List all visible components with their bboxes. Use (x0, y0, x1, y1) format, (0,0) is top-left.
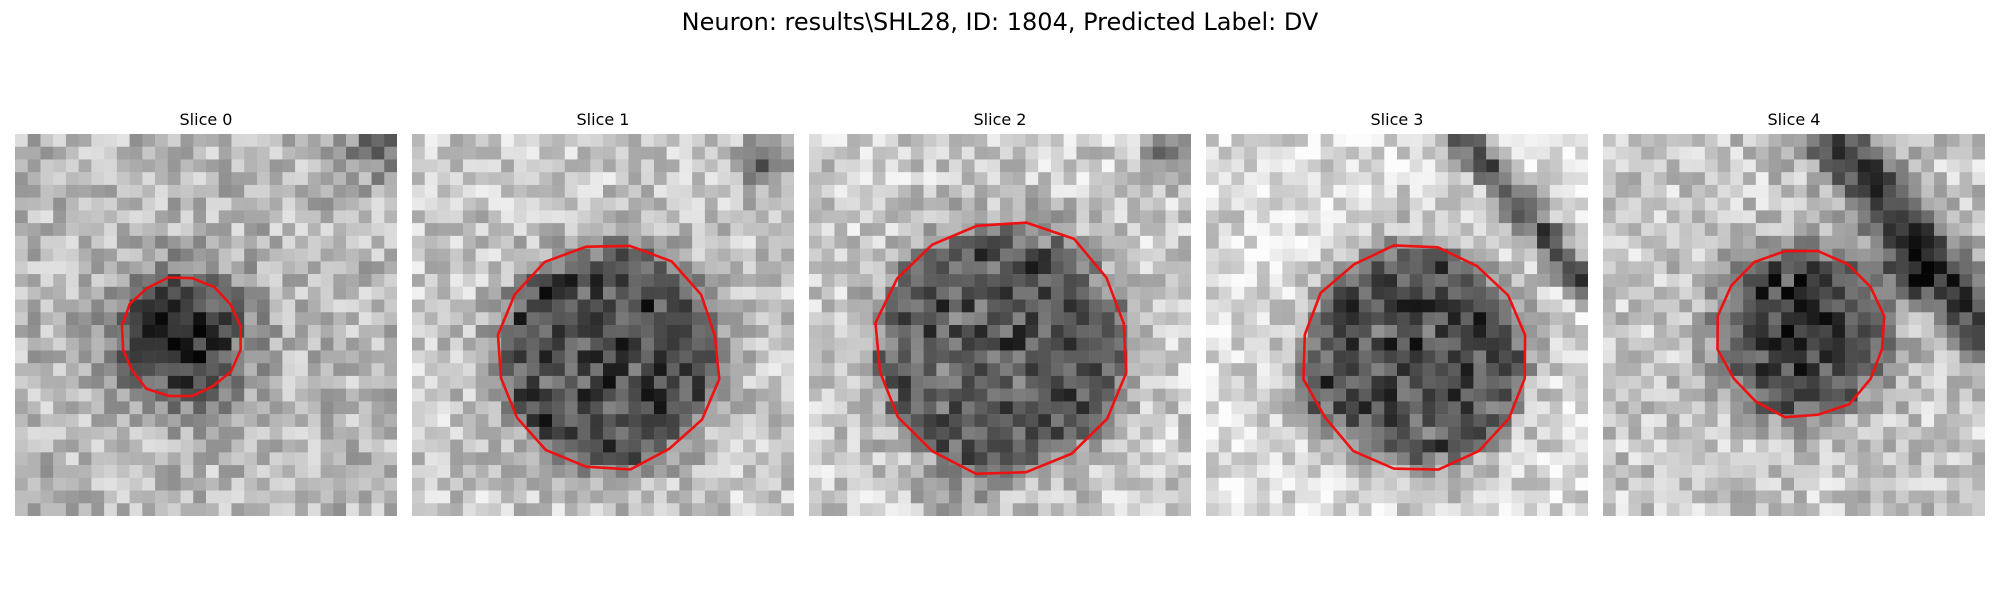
slice-image-4 (1603, 134, 1985, 516)
slice-panel-3: Slice 3 (1206, 108, 1588, 516)
slice-title-3: Slice 3 (1370, 110, 1424, 129)
slice-panel-1: Slice 1 (412, 108, 794, 516)
slice-title-0: Slice 0 (179, 110, 233, 129)
slice-title-1: Slice 1 (576, 110, 630, 129)
slice-title-2: Slice 2 (973, 110, 1027, 129)
slice-image-2 (809, 134, 1191, 516)
roi-outline (1717, 251, 1884, 417)
slice-panel-2: Slice 2 (809, 108, 1191, 516)
roi-outline (875, 223, 1126, 474)
figure-title: Neuron: results\SHL28, ID: 1804, Predict… (681, 8, 1319, 36)
slice-panel-4: Slice 4 (1603, 108, 1985, 516)
slice-image-1 (412, 134, 794, 516)
pixel-grid (1603, 134, 1985, 516)
slice-title-4: Slice 4 (1767, 110, 1821, 129)
slice-image-3 (1206, 134, 1588, 516)
pixel-grid (15, 134, 397, 516)
slice-panel-0: Slice 0 (15, 108, 397, 516)
roi-outline (122, 278, 241, 397)
pixel-grid (1206, 134, 1588, 516)
roi-outline (498, 246, 719, 469)
pixel-grid (412, 134, 794, 516)
slice-image-0 (15, 134, 397, 516)
pixel-grid (809, 134, 1191, 516)
roi-outline (1303, 245, 1525, 469)
